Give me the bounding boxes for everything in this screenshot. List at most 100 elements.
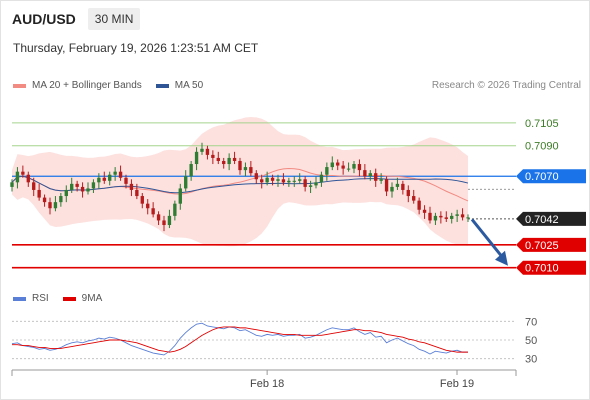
candle-body (178, 188, 182, 204)
candle-body (368, 173, 372, 177)
candle-body (140, 196, 144, 204)
candle-body (194, 151, 199, 165)
candle-body (341, 165, 345, 169)
candle-body (466, 217, 470, 219)
candle-body (379, 179, 383, 181)
candle-body (97, 177, 101, 183)
candle-body (314, 182, 318, 186)
candle-body (86, 188, 90, 192)
candle-body (384, 179, 389, 192)
forecast-arrow-shaft (470, 218, 504, 258)
candle-body (21, 171, 25, 175)
candle-body (129, 183, 134, 190)
support-level-label: 0.7010 (525, 263, 559, 275)
candle-body (80, 186, 85, 192)
support-level-tag (516, 260, 586, 275)
candle-body (363, 170, 367, 177)
legend-ma50-label: MA 50 (174, 80, 204, 91)
candle-body (357, 164, 362, 171)
candle-body (303, 179, 307, 187)
candle-body (428, 212, 432, 221)
candle-body (450, 215, 454, 219)
candle-body (91, 182, 96, 189)
candle-body (325, 167, 329, 175)
credit-text: Research © 2026 Trading Central (431, 80, 581, 91)
legend-9ma-label: 9MA (81, 293, 103, 304)
candle-body (232, 157, 237, 161)
legend-ma50: MA 50 (155, 80, 204, 91)
rsi-level-label: 50 (525, 335, 537, 347)
rsi-legend: RSI 9MA (13, 293, 116, 304)
candle-body (395, 183, 400, 187)
candle-body (216, 157, 220, 161)
price-legend: MA 20 + Bollinger Bands MA 50 (13, 80, 217, 91)
symbol-title: AUD/USD (12, 11, 76, 27)
candle-body (352, 164, 356, 169)
candle-body (455, 214, 459, 216)
candle-body (32, 182, 36, 190)
rsi-level-label: 70 (525, 316, 537, 328)
x-axis-tick-label: Feb 18 (250, 378, 284, 390)
candle-body (211, 154, 215, 158)
candle-body (417, 200, 421, 210)
current-price-tag (516, 211, 586, 226)
candle-body (227, 157, 231, 165)
candle-body (173, 203, 177, 216)
support-level-label: 0.7025 (525, 240, 559, 252)
candle-body (189, 164, 193, 177)
support-level-tag (516, 237, 586, 252)
candle-body (460, 214, 465, 218)
legend-ma20: MA 20 + Bollinger Bands (13, 80, 142, 91)
rsi-level-label: 30 (525, 354, 537, 366)
candle-body (439, 215, 443, 218)
candle-body (308, 185, 313, 187)
candle-body (390, 186, 394, 192)
candle-body (205, 148, 210, 155)
candle-body (64, 189, 68, 197)
candle-body (75, 183, 79, 187)
candle-body (287, 180, 291, 183)
legend-rsi: RSI (13, 293, 49, 304)
current-price-label: 0.7042 (525, 214, 559, 226)
candle-body (238, 160, 242, 171)
timeframe-badge[interactable]: 30 MIN (87, 8, 141, 30)
ma20-swatch (13, 83, 26, 88)
candle-body (422, 209, 427, 213)
header: AUD/USD 30 MIN (12, 7, 141, 31)
candle-body (222, 160, 226, 165)
candle-body (270, 177, 275, 181)
ma50-swatch (155, 83, 169, 88)
candle-body (444, 217, 448, 219)
candle-body (37, 189, 41, 198)
candle-body (48, 202, 52, 209)
candle-body (265, 177, 269, 183)
candle-body (151, 208, 155, 215)
candle-body (113, 171, 117, 175)
candle-body (42, 197, 47, 203)
candle-body (276, 179, 280, 181)
candle-body (200, 148, 204, 152)
candle-body (135, 189, 139, 197)
candle-body (298, 179, 302, 181)
pivot-level-label: 0.7070 (525, 171, 559, 183)
candle-body (412, 196, 416, 201)
x-axis-tick-label: Feb 19 (440, 378, 474, 390)
candle-body (70, 183, 74, 190)
legend-ma20-label: MA 20 + Bollinger Bands (32, 80, 142, 91)
candle-body (59, 196, 63, 203)
candle-body (292, 180, 296, 182)
candle-body (374, 173, 378, 181)
candle-body (118, 171, 123, 178)
candle-body (156, 214, 161, 221)
candle-body (433, 215, 438, 221)
candle-body (102, 177, 106, 181)
timestamp: Thursday, February 19, 2026 1:23:51 AM C… (13, 41, 259, 55)
candle-body (124, 177, 128, 184)
candle-body (249, 167, 253, 174)
rsi-swatch (13, 296, 26, 301)
bollinger-band (12, 117, 468, 247)
rsi-line (11, 322, 468, 356)
candle-body (281, 179, 286, 183)
candle-body (146, 203, 150, 209)
